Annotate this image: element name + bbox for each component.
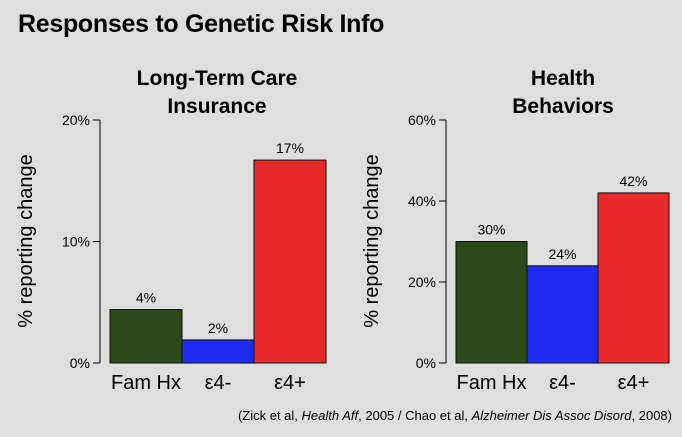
chart2-y-tick-label: 0% bbox=[416, 355, 436, 371]
chart1-category-label: ε4- bbox=[205, 372, 232, 394]
chart1-bar bbox=[253, 159, 327, 364]
chart1-y-axis-label: % reporting change bbox=[15, 154, 37, 327]
citation-part-1: (Zick et al, bbox=[237, 408, 302, 423]
chart2-data-label: 30% bbox=[477, 222, 505, 238]
slide-title: Responses to Genetic Risk Info bbox=[18, 10, 385, 38]
chart2-data-label: 24% bbox=[548, 246, 576, 262]
chart2-y-tick-label: 20% bbox=[408, 274, 436, 290]
chart2-category-label: ε4- bbox=[549, 372, 576, 394]
chart1-bar bbox=[181, 339, 255, 364]
chart2-bar bbox=[526, 265, 599, 364]
chart1-title-line-2: Insurance bbox=[167, 95, 266, 118]
chart2-title-line-2: Behaviors bbox=[512, 95, 614, 118]
chart2-y-tick-label: 40% bbox=[408, 193, 436, 209]
chart1-data-label: 17% bbox=[276, 140, 304, 156]
chart2-y-axis-label: % reporting change bbox=[361, 154, 383, 327]
chart1-y-tick-label: 20% bbox=[62, 112, 90, 128]
chart2-y-tick-label: 60% bbox=[408, 112, 436, 128]
chart2-data-label: 42% bbox=[619, 173, 647, 189]
chart1-data-label: 4% bbox=[136, 290, 156, 306]
chart2-category-label: Fam Hx bbox=[457, 372, 527, 394]
chart1-category-label: ε4+ bbox=[274, 372, 306, 394]
chart1-data-label: 2% bbox=[208, 320, 228, 336]
chart2-bar bbox=[455, 241, 528, 364]
chart2-title-line-1: Health bbox=[531, 67, 595, 90]
chart1-title-line-1: Long-Term Care bbox=[137, 67, 298, 90]
chart1-bar bbox=[109, 309, 183, 364]
citation-part-3: , 2008) bbox=[631, 408, 672, 423]
chart1-category-label: Fam Hx bbox=[111, 372, 181, 394]
citation-journal-1: Health Aff bbox=[301, 408, 359, 423]
chart1-y-tick-label: 0% bbox=[70, 355, 90, 371]
citation-journal-2: Alzheimer Dis Assoc Disord bbox=[471, 408, 632, 423]
citation-part-2: , 2005 / Chao et al, bbox=[358, 408, 472, 423]
citation: (Zick et al, Health Aff, 2005 / Chao et … bbox=[238, 408, 672, 423]
chart1-y-tick-label: 10% bbox=[62, 234, 90, 250]
chart2-bar bbox=[597, 192, 670, 364]
chart2-category-label: ε4+ bbox=[618, 372, 650, 394]
